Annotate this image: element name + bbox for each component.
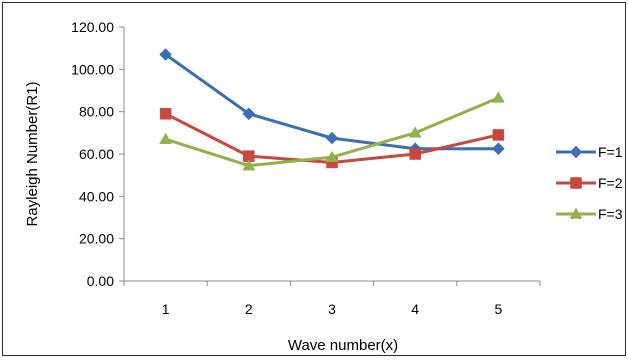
data-point-marker [159,48,172,61]
legend-label: F=1 [598,144,623,160]
legend-item: F=1 [556,144,623,160]
x-tick-label: 5 [495,301,503,317]
data-point-marker [325,150,339,162]
x-tick-labels: 1 2 3 4 5 [162,301,503,317]
legend-item: F=2 [556,175,623,191]
x-tick-label: 4 [411,301,419,317]
x-tick-label: 3 [328,301,336,317]
legend-item: F=3 [556,206,623,222]
data-point-marker [325,131,339,145]
y-tick-label: 20.00 [79,231,114,247]
series-3 [159,91,505,171]
legend-label: F=2 [598,175,623,191]
y-tick-label: 40.00 [79,188,114,204]
data-point-marker [491,91,505,103]
series-lines [159,48,505,171]
data-point-marker [492,129,505,141]
data-point-marker [408,126,422,138]
data-point-marker [492,142,505,156]
data-point-marker [409,148,421,160]
legend-marker [570,177,582,189]
y-tick-label: 80.00 [79,104,114,120]
y-tick-label: 60.00 [79,146,114,162]
legend-label: F=3 [598,206,623,222]
tick-marks [119,26,541,286]
legend-marker [569,207,583,219]
y-tick-labels: 0.00 20.00 40.00 60.00 80.00 100.00 120.00 [71,19,114,289]
data-point-marker [242,159,256,171]
x-axis-title: Wave number(x) [288,337,398,354]
y-tick-label: 100.00 [71,61,114,77]
x-tick-label: 2 [245,301,253,317]
y-axis-title: Rayleigh Number(R1) [24,81,41,226]
data-point-marker [159,108,172,120]
chart-border [2,2,626,356]
y-tick-label: 120.00 [71,19,114,35]
y-tick-label: 0.00 [87,273,114,289]
legend-marker [569,145,583,159]
legend: F=1 F=2 F=3 [556,144,623,222]
data-point-marker [159,132,173,144]
x-tick-label: 1 [162,301,170,317]
data-point-marker [242,107,256,121]
